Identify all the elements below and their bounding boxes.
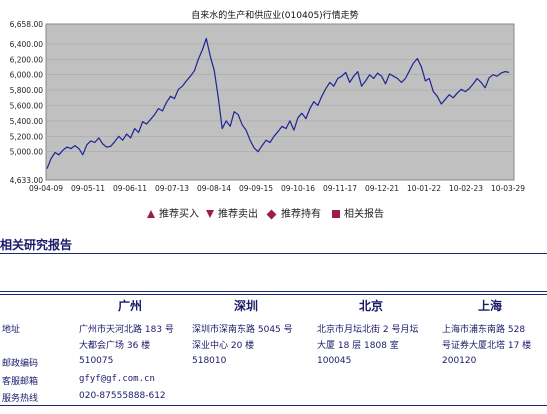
address-line: 深业中心 20 楼 [192, 341, 255, 351]
address-line: 上海市浦东南路 528 [442, 325, 526, 335]
plot-area [45, 23, 515, 181]
address-line: 北京市月坛北街 2 号月坛 [317, 325, 419, 335]
address-line: 大都会广场 36 楼 [79, 341, 151, 351]
y-tick-label: 6,400.00 [10, 40, 44, 49]
legend: 推荐买入 推荐卖出 推荐持有 相关报告 [0, 203, 547, 223]
x-tick-label: 10-02-23 [449, 184, 483, 193]
x-tick-label: 09-12-21 [365, 184, 399, 193]
divider [0, 291, 547, 292]
divider [0, 253, 547, 254]
x-tick-label: 09-07-13 [155, 184, 189, 193]
triangle-down-icon [206, 210, 214, 218]
x-tick-label: 09-08-14 [197, 184, 231, 193]
legend-sell: 推荐卖出 [206, 205, 258, 220]
address-line: 号证券大厦北塔 17 楼 [442, 341, 532, 351]
label-hotline: 服务热线 [2, 394, 39, 404]
label-postcode: 邮政编码 [2, 359, 39, 369]
y-tick-label: 6,200.00 [10, 55, 44, 64]
price-trend-chart: 自来水的生产和供应业(010405)行情走势 4,633.00 5,000.00 5… [10, 9, 526, 193]
city-shenzhen: 深圳 [234, 299, 259, 313]
x-tick-label: 09-11-17 [323, 184, 357, 193]
x-tick-label: 09-09-15 [239, 184, 273, 193]
y-tick-label: 5,600.00 [10, 102, 44, 111]
label-address: 地址 [2, 325, 21, 335]
y-tick-label: 5,000.00 [10, 148, 44, 157]
city-beijing: 北京 [359, 299, 384, 313]
x-tick-label: 10-03-29 [491, 184, 525, 193]
y-grid [46, 43, 514, 153]
hotline: 020-87555888-612 [79, 391, 166, 401]
postcode: 100045 [317, 356, 352, 366]
y-tick-labels: 4,633.00 5,000.00 5,200.00 5,400.00 5,600.00… [10, 20, 44, 185]
y-tick-label: 5,400.00 [10, 117, 44, 126]
y-tick-label: 4,633.00 [10, 176, 44, 185]
diamond-icon [266, 209, 277, 219]
label-email: 客服邮箱 [2, 377, 39, 387]
divider [0, 294, 547, 295]
price-line [46, 37, 510, 169]
city-guangzhou: 广州 [118, 299, 143, 313]
legend-related: 相关报告 [332, 205, 384, 220]
postcode: 518010 [192, 356, 227, 366]
y-tick-label: 5,200.00 [10, 132, 44, 141]
section-title: 相关研究报告 [0, 238, 73, 252]
divider [0, 405, 547, 406]
address-line: 广州市天河北路 183 号 [79, 325, 174, 335]
x-tick-label: 10-01-22 [407, 184, 441, 193]
chart-title: 自来水的生产和供应业(010405)行情走势 [191, 9, 358, 21]
postcode: 200120 [442, 356, 477, 366]
y-tick-label: 5,800.00 [10, 86, 44, 95]
y-tick-label: 6,000.00 [10, 71, 44, 80]
address-line: 深圳市深南东路 5045 号 [192, 325, 293, 335]
series-line [46, 37, 510, 169]
x-tick-label: 09-04-09 [29, 184, 63, 193]
square-icon [332, 210, 340, 218]
x-tick-label: 09-06-11 [113, 184, 147, 193]
x-tick-label: 09-10-16 [281, 184, 315, 193]
city-shanghai: 上海 [478, 299, 503, 313]
y-tick-label: 6,658.00 [10, 20, 44, 29]
postcode: 510075 [79, 356, 114, 366]
email-link[interactable]: gfyf@gf.com.cn [79, 374, 155, 384]
x-tick-label: 09-05-11 [71, 184, 105, 193]
address-line: 大厦 18 层 1808 室 [317, 341, 399, 351]
triangle-up-icon [147, 210, 155, 218]
legend-hold: 推荐持有 [266, 205, 321, 220]
x-tick-labels: 09-04-09 09-05-11 09-06-11 09-07-13 09-08-14… [29, 184, 525, 193]
legend-buy: 推荐买入 [147, 205, 199, 220]
